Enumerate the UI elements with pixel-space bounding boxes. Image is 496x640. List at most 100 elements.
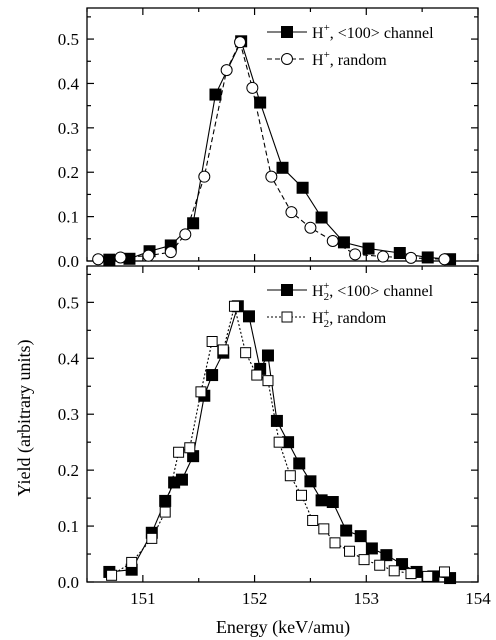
data-point xyxy=(198,170,211,183)
data-point xyxy=(307,514,319,526)
data-point xyxy=(254,96,267,109)
data-point xyxy=(92,253,105,266)
series-line-2 xyxy=(98,40,445,260)
bottom-panel: 0.0 0.1 0.2 0.3 0.4 0.5 151 152 153 154 H2+, <100>… xyxy=(58,265,491,608)
legend-entry: H2+, <100> channel xyxy=(312,280,434,303)
x-tick-label: 153 xyxy=(354,589,380,608)
data-point xyxy=(388,565,400,577)
data-point xyxy=(246,81,259,94)
data-point xyxy=(159,506,171,518)
data-point xyxy=(273,436,285,448)
data-point xyxy=(220,64,233,77)
data-point xyxy=(262,375,274,387)
data-point xyxy=(159,494,172,507)
plot-frame xyxy=(86,7,479,262)
data-point xyxy=(234,36,247,49)
data-point xyxy=(358,554,370,566)
data-point xyxy=(362,242,375,255)
data-point xyxy=(296,181,309,194)
data-point xyxy=(209,88,222,101)
data-point xyxy=(276,161,289,174)
data-point xyxy=(349,248,362,261)
data-point xyxy=(173,446,185,458)
legend-entry: H+, random xyxy=(312,49,387,69)
x-tick-label: 154 xyxy=(465,589,491,608)
data-point xyxy=(164,246,177,259)
data-point xyxy=(184,442,196,454)
data-point xyxy=(103,253,116,266)
data-point xyxy=(114,251,127,264)
y-tick-label: 0.5 xyxy=(58,293,79,312)
data-point xyxy=(175,473,188,486)
data-point xyxy=(393,247,406,260)
data-point xyxy=(293,457,306,470)
data-point xyxy=(242,310,255,323)
data-point xyxy=(304,221,317,234)
y-tick-label: 0.4 xyxy=(58,74,80,93)
data-point xyxy=(405,568,417,580)
y-tick-label: 0.4 xyxy=(58,349,80,368)
data-point xyxy=(187,217,200,230)
data-point xyxy=(285,206,298,219)
data-point xyxy=(377,250,390,263)
data-point xyxy=(206,336,218,348)
y-tick-label: 0.5 xyxy=(58,30,79,49)
data-point xyxy=(206,369,219,382)
data-point xyxy=(340,524,353,537)
y-tick-label: 0.0 xyxy=(58,252,79,271)
legend-entry: H+, <100> channel xyxy=(312,22,434,42)
data-point xyxy=(217,344,229,356)
top-panel: 0.0 0.1 0.2 0.3 0.4 0.5 H+, <100> channel H+, r… xyxy=(58,7,479,271)
x-tick-label: 152 xyxy=(242,589,268,608)
data-point xyxy=(404,251,417,264)
data-point xyxy=(318,523,330,535)
data-point xyxy=(261,349,274,362)
legend-marker xyxy=(281,284,293,296)
data-point xyxy=(326,235,339,248)
data-point xyxy=(146,532,158,544)
data-point xyxy=(344,545,356,557)
data-point xyxy=(270,414,283,427)
data-point xyxy=(265,170,278,183)
data-point xyxy=(374,559,386,571)
data-point xyxy=(438,253,451,266)
y-tick-label: 0.0 xyxy=(58,573,79,592)
legend-marker xyxy=(281,26,293,38)
data-point xyxy=(195,386,207,398)
y-tick-label: 0.3 xyxy=(58,119,79,138)
data-point xyxy=(337,236,350,249)
data-point xyxy=(438,566,450,578)
x-tick-label: 151 xyxy=(130,589,156,608)
data-point xyxy=(329,537,341,549)
data-point xyxy=(284,470,296,482)
data-point xyxy=(444,572,457,585)
y-tick-label: 0.2 xyxy=(58,461,79,480)
y-axis-title: Yield (arbitrary units) xyxy=(14,340,35,497)
y-tick-label: 0.3 xyxy=(58,405,79,424)
data-point xyxy=(380,549,393,562)
data-point xyxy=(251,369,263,381)
data-point xyxy=(315,494,328,507)
data-point xyxy=(315,211,328,224)
data-point xyxy=(228,300,240,312)
data-point xyxy=(422,570,434,582)
data-point xyxy=(179,228,192,241)
data-point xyxy=(106,569,118,581)
data-point xyxy=(354,530,367,543)
y-tick-label: 0.2 xyxy=(58,163,79,182)
data-point xyxy=(365,542,378,555)
data-point xyxy=(142,249,155,262)
data-point xyxy=(126,556,138,568)
plot-frame xyxy=(86,265,479,583)
legend-marker xyxy=(281,53,293,65)
data-point xyxy=(295,489,307,501)
x-axis-title: Energy (keV/amu) xyxy=(216,617,350,638)
series-line-1 xyxy=(109,39,451,261)
legend-entry: H2+, random xyxy=(312,307,387,330)
data-point xyxy=(326,496,339,509)
y-tick-label: 0.1 xyxy=(58,517,79,536)
data-point xyxy=(240,347,252,359)
y-tick-label: 0.1 xyxy=(58,208,79,227)
data-point xyxy=(421,251,434,264)
